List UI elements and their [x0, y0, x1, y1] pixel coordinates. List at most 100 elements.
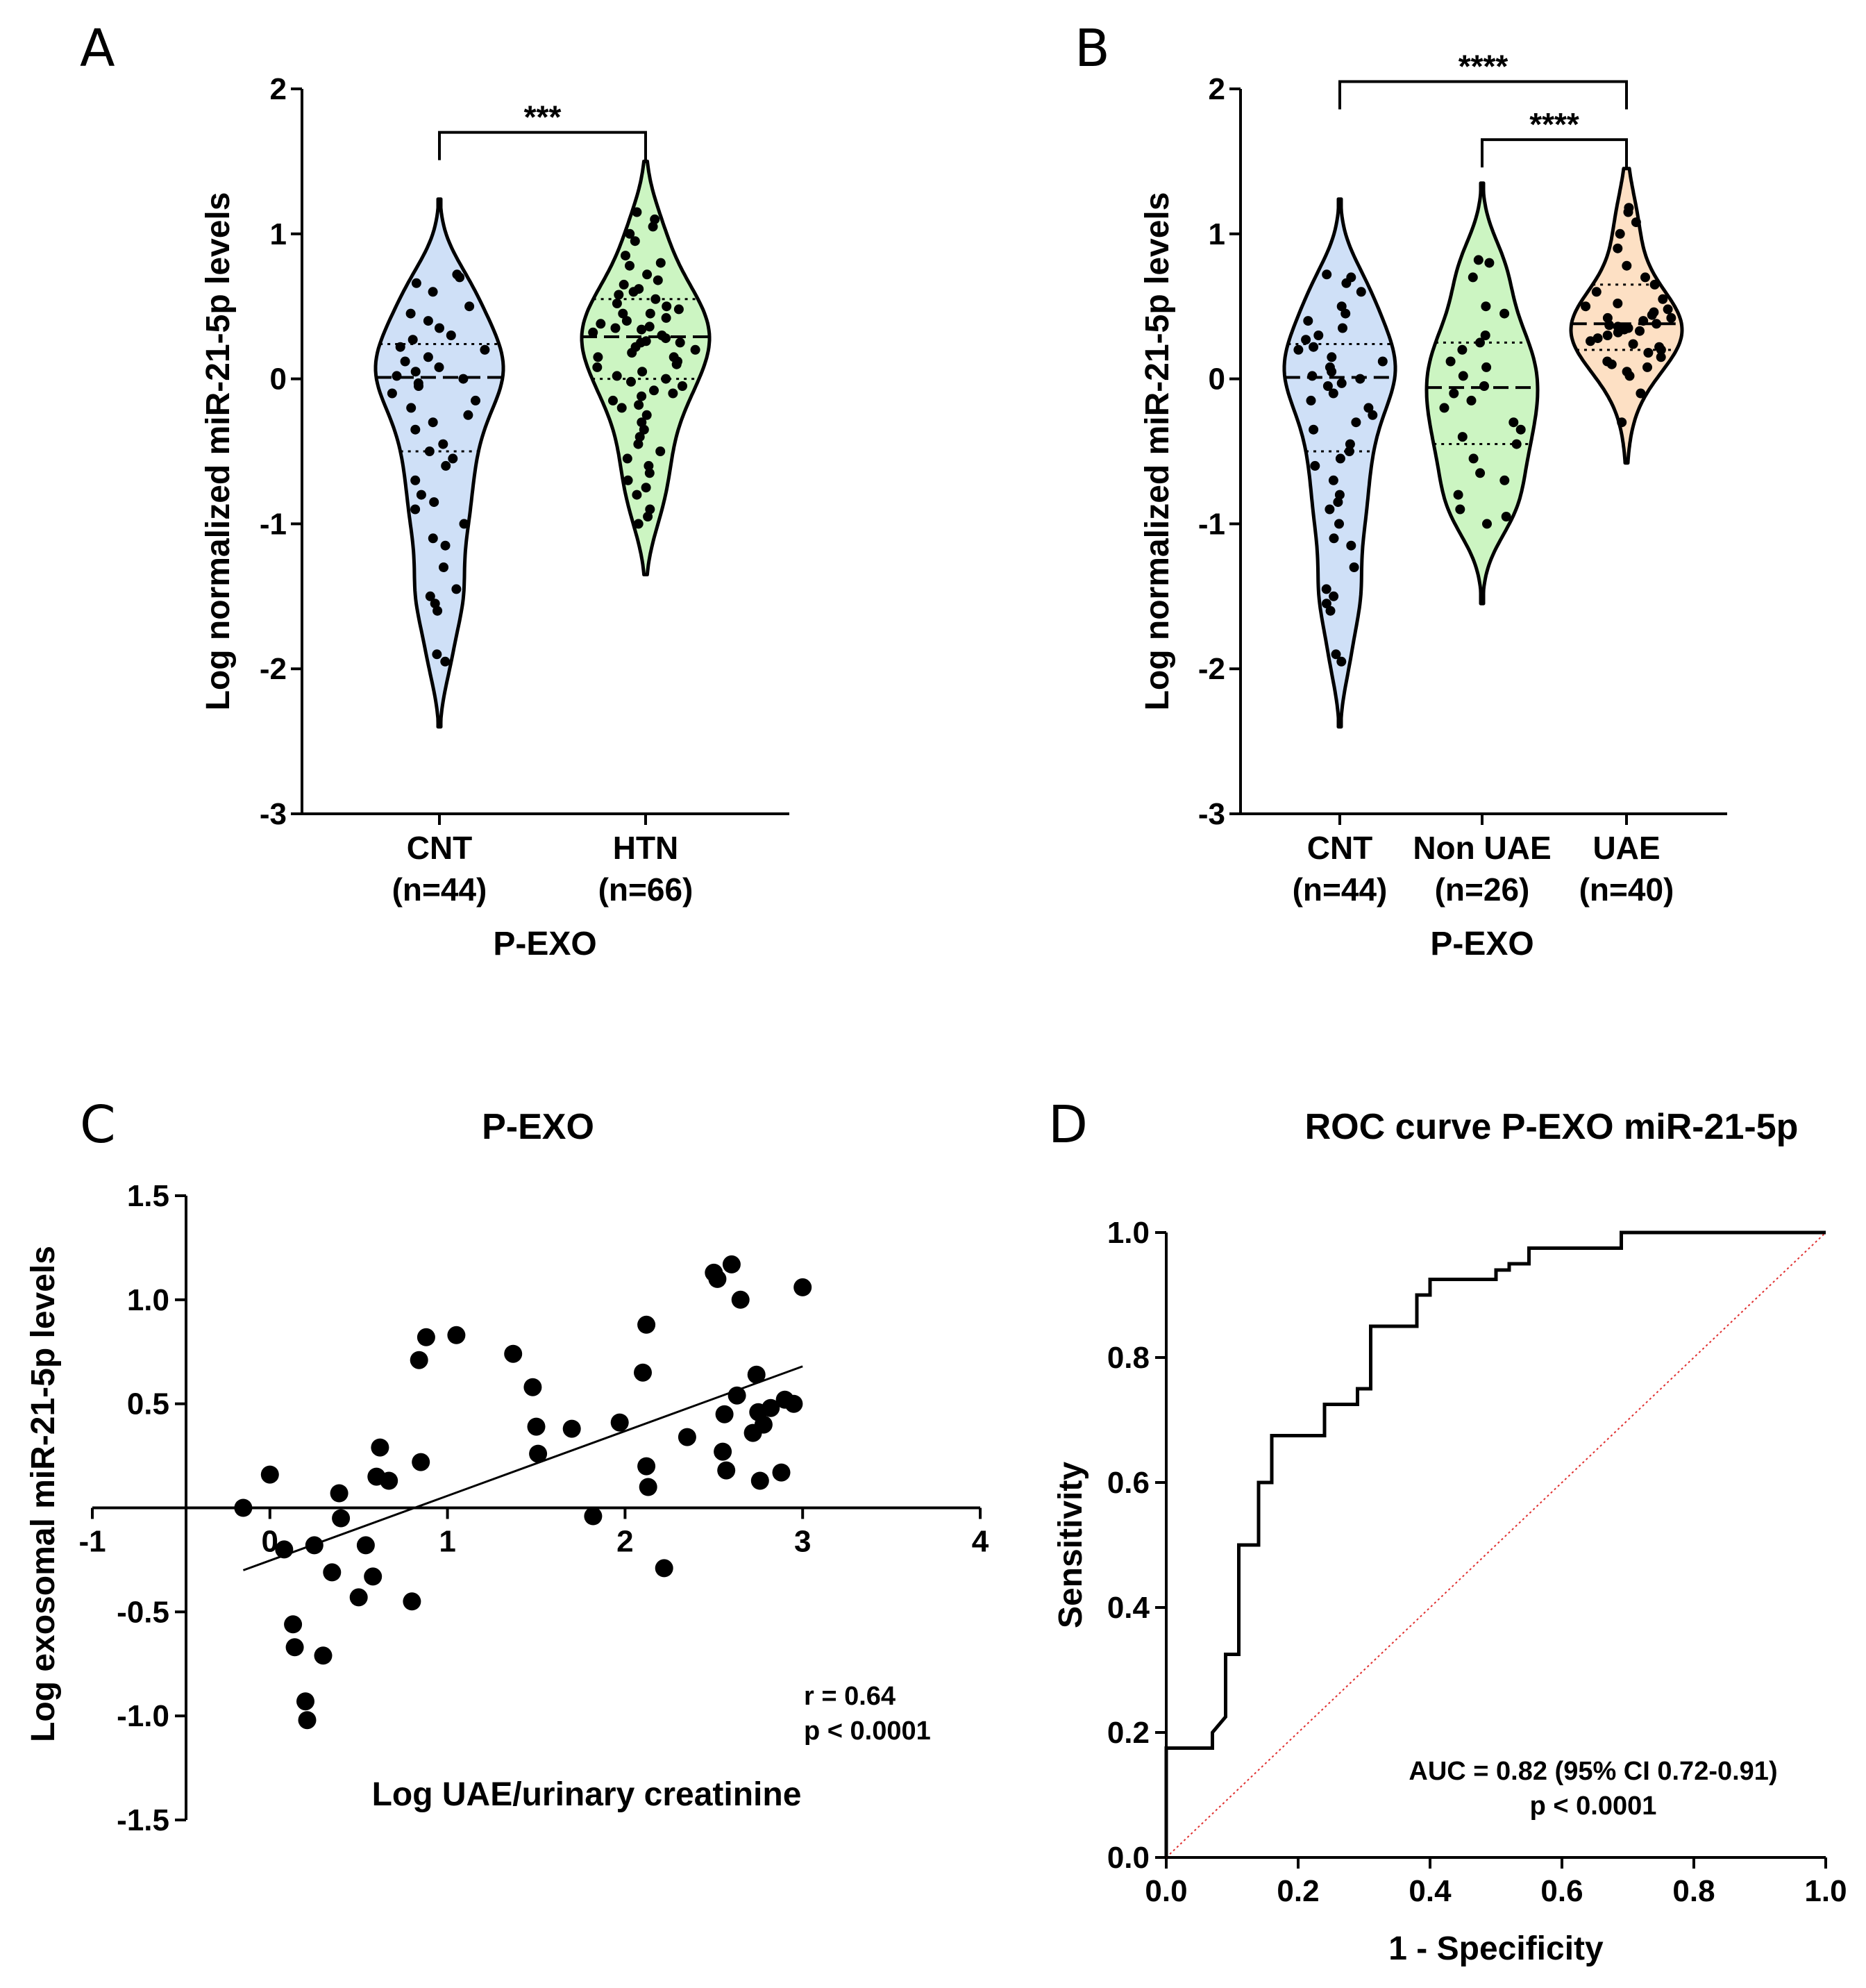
data-point	[405, 308, 416, 319]
data-point	[784, 1394, 803, 1413]
group-n-label: (n=40)	[1579, 871, 1674, 908]
data-point	[650, 294, 661, 304]
data-point	[1329, 591, 1339, 601]
data-point	[637, 1315, 656, 1334]
data-point	[504, 1344, 523, 1363]
data-point	[678, 1428, 696, 1446]
data-point	[1606, 359, 1617, 369]
data-point	[1479, 381, 1489, 391]
data-point	[423, 352, 433, 362]
data-point	[332, 1509, 351, 1528]
x-tick-label: 1.0	[1804, 1874, 1847, 1908]
group-label: HTN	[613, 830, 679, 866]
data-point	[1325, 504, 1335, 515]
data-point	[1340, 308, 1351, 319]
data-point	[1445, 356, 1456, 367]
data-point	[1377, 356, 1388, 367]
data-point	[634, 1363, 652, 1382]
data-point	[1328, 388, 1338, 399]
y-tick-label: 0.2	[1107, 1716, 1150, 1750]
data-point	[717, 1461, 736, 1480]
y-tick-label: 2	[1209, 72, 1225, 106]
data-point	[1351, 417, 1361, 428]
x-axis-title: P-EXO	[1430, 926, 1533, 962]
data-point	[762, 1398, 780, 1417]
y-tick-label: 0.4	[1107, 1591, 1150, 1625]
data-point	[1617, 417, 1627, 428]
data-point	[1511, 439, 1522, 449]
y-tick-label: 1.0	[1107, 1216, 1150, 1250]
significance-bracket	[1481, 138, 1628, 168]
group-n-label: (n=44)	[1293, 871, 1388, 908]
y-tick-label: -1.5	[117, 1803, 169, 1837]
significance-stars: ****	[1529, 106, 1579, 142]
data-point	[364, 1567, 383, 1586]
data-point	[260, 1465, 279, 1484]
data-point	[1613, 299, 1623, 308]
data-point	[1355, 374, 1365, 384]
y-tick-label: 0.6	[1107, 1466, 1150, 1500]
data-point	[298, 1711, 317, 1730]
data-point	[1640, 272, 1650, 283]
data-point	[1345, 439, 1355, 449]
data-point	[1647, 310, 1657, 320]
data-point	[1293, 344, 1304, 355]
chart-title: P-EXO	[482, 1107, 594, 1147]
x-tick-label: 0.8	[1672, 1874, 1715, 1908]
y-tick-label: -3	[260, 797, 287, 831]
data-point	[275, 1540, 294, 1559]
data-point	[747, 1365, 766, 1384]
data-point	[641, 410, 652, 420]
y-tick-label: -2	[1198, 652, 1225, 686]
data-point	[619, 279, 629, 290]
data-point	[588, 327, 598, 337]
data-point	[639, 424, 649, 435]
group-n-label: (n=66)	[598, 871, 694, 908]
data-point	[632, 490, 642, 500]
data-point	[410, 1351, 428, 1369]
y-tick-label: 2	[270, 72, 287, 106]
data-point	[1475, 337, 1485, 348]
data-point	[1508, 417, 1519, 428]
data-point	[644, 468, 655, 478]
data-point	[1663, 304, 1673, 315]
data-point	[1338, 323, 1347, 333]
data-point	[1613, 327, 1623, 337]
data-point	[440, 656, 451, 667]
data-point	[645, 308, 655, 319]
data-point	[634, 432, 645, 442]
data-point	[662, 301, 672, 312]
y-tick-label: -1.0	[117, 1699, 169, 1733]
y-tick-label: 1.0	[127, 1283, 169, 1317]
data-point	[1310, 460, 1320, 471]
data-point	[1458, 371, 1468, 381]
data-point	[639, 1478, 657, 1496]
data-point	[356, 1536, 375, 1555]
y-tick-label: -3	[1198, 797, 1225, 831]
data-point	[653, 275, 663, 285]
x-tick-label: 0.6	[1540, 1874, 1583, 1908]
data-point	[1334, 490, 1345, 500]
data-point	[464, 301, 475, 312]
x-tick-label: 2	[616, 1525, 633, 1559]
data-point	[305, 1536, 323, 1555]
data-point	[1457, 344, 1468, 355]
data-point	[678, 381, 687, 391]
data-point	[447, 1326, 466, 1344]
x-tick-label: 0.0	[1145, 1874, 1187, 1908]
data-point	[626, 376, 636, 387]
data-point	[731, 1290, 750, 1309]
data-point	[285, 1638, 304, 1657]
data-point	[423, 316, 433, 326]
data-point	[1628, 339, 1638, 349]
data-point	[1327, 367, 1337, 377]
data-point	[633, 439, 644, 449]
data-point	[661, 312, 671, 323]
chart-title: ROC curve P-EXO miR-21-5p	[1305, 1107, 1799, 1147]
data-point	[1321, 599, 1331, 609]
y-tick-label: -1	[1198, 507, 1225, 541]
data-point	[234, 1498, 253, 1517]
data-point	[471, 395, 480, 406]
data-point	[1473, 255, 1483, 265]
data-point	[529, 1444, 548, 1463]
